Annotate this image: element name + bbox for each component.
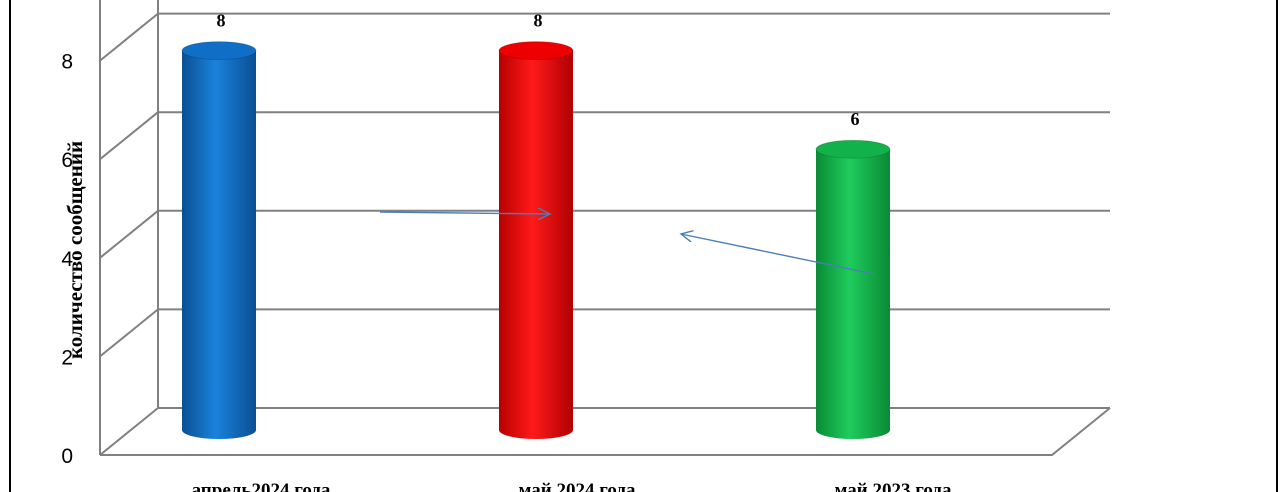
bar-body	[182, 50, 256, 439]
gridline-side	[99, 210, 159, 259]
y-tick-label: 8	[61, 51, 73, 74]
gridline-side	[99, 308, 159, 358]
gridline-side	[99, 12, 159, 62]
y-tick-label: 2	[61, 346, 73, 369]
y-tick-label: 6	[61, 149, 73, 172]
x-axis-categories: апрель2024 года май 2024 года май 2023 год…	[192, 480, 952, 492]
floor-edge	[100, 407, 1111, 456]
y-axis-label: количество сообщений	[63, 141, 87, 359]
gridlines	[99, 0, 1111, 456]
bar-body	[499, 50, 573, 439]
trend-arrow-1	[379, 212, 550, 214]
data-label: 8	[217, 11, 226, 31]
data-labels: 8 8 6	[217, 11, 860, 130]
bar	[181, 41, 257, 439]
bar-top	[181, 41, 257, 61]
y-tick-label: 0	[61, 445, 73, 468]
x-category-label: май 2023 года	[835, 480, 952, 492]
bar-top	[498, 41, 574, 61]
x-category-label: апрель2024 года	[192, 480, 331, 492]
bar	[815, 139, 891, 439]
gridline-side	[99, 407, 159, 456]
frame-left-border	[9, 0, 11, 492]
bars	[181, 41, 891, 439]
y-axis-ticks: 0246810121416	[61, 51, 73, 468]
bar-body	[816, 149, 890, 439]
bar-top	[815, 139, 891, 159]
trend-arrow-2	[681, 234, 875, 275]
y-tick-label: 4	[61, 248, 73, 271]
frame-right-border	[1276, 0, 1278, 492]
x-category-label: май 2024 года	[519, 480, 636, 492]
data-label: 8	[534, 11, 543, 31]
bar	[498, 41, 574, 439]
data-label: 6	[851, 109, 860, 129]
gridline-side	[99, 111, 159, 160]
